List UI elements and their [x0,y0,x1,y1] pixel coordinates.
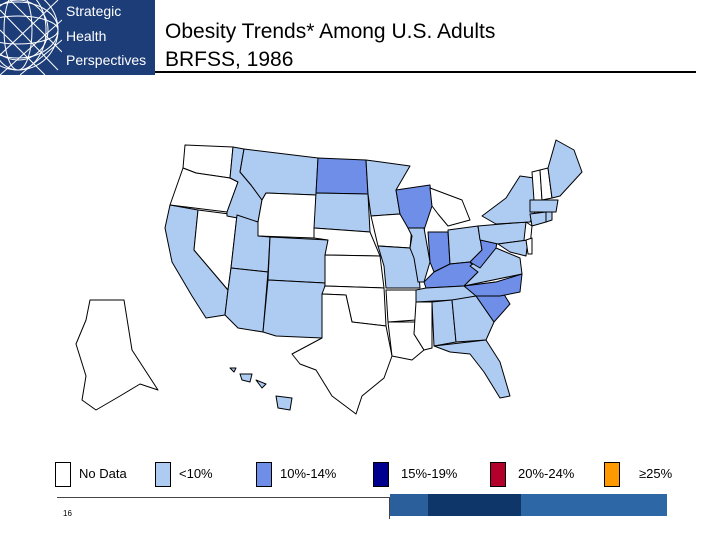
slide-title-line2: BRFSS, 1986 [165,48,294,71]
slide-title-line1: Obesity Trends* Among U.S. Adults [165,20,496,43]
state-ak [75,299,159,411]
state-nc [463,273,523,297]
footer-bar-1 [390,494,428,516]
state-ri [545,211,553,223]
legend-label-10-14: 10%-14% [280,466,337,481]
legend-swatch-20-24 [490,462,506,487]
footer-divider [57,497,389,498]
state-ks [324,254,385,289]
state-ct [529,211,547,227]
logo-text-strategic: Strategic [66,3,122,19]
state-hi [229,367,293,411]
legend-swatch-15-19 [373,462,389,487]
state-nd [315,157,369,195]
footer-divider-vertical [389,497,390,519]
state-ia [370,213,413,249]
logo-box: Strategic Health Perspectives [0,0,155,75]
slide-number: 16 [63,509,72,518]
state-mi [429,187,471,227]
legend-label-under-10: <10% [179,466,213,481]
logo-text-health: Health [66,28,107,44]
legend-label-no-data: No Data [79,466,127,481]
state-co [267,236,329,284]
legend-swatch-under-10 [155,462,171,487]
legend-swatch-no-data [55,462,71,487]
slide-title: Obesity Trends* Among U.S. Adults BRFSS,… [165,18,705,74]
legend-swatch-10-14 [256,462,272,487]
state-ms [413,301,433,351]
state-sd [313,192,371,233]
state-me [547,139,583,199]
footer-bar-3 [521,494,667,516]
state-il [407,227,431,283]
state-nm [262,279,326,339]
state-de [525,237,533,255]
title-underline [155,71,696,73]
legend-label-15-19: 15%-19% [401,466,458,481]
logo-text-perspectives: Perspectives [66,52,147,68]
state-wy [257,192,317,239]
state-md [497,239,529,257]
legend-label-20-24: 20%-24% [518,466,575,481]
footer-bar-2 [428,494,521,516]
globe-logo-icon [0,0,62,75]
state-tx [291,293,393,415]
state-ar [385,289,419,323]
legend-label-25-plus: ≥25% [639,466,673,481]
state-az [224,267,269,333]
legend-swatch-25-plus [604,462,620,487]
state-ma [529,199,559,213]
state-fl [433,339,511,399]
